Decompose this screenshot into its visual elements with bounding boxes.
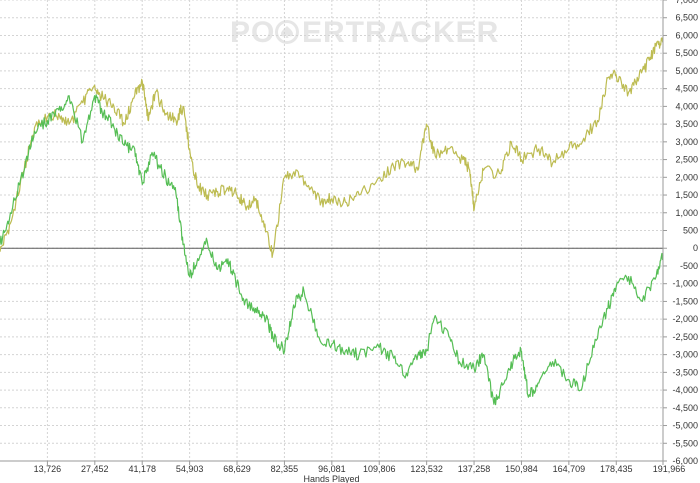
y-tick-label-22: 5,000: [675, 66, 698, 76]
x-tick-label-0: 13,726: [34, 464, 62, 474]
x-tick-label-1: 27,452: [81, 464, 109, 474]
y-tick-label-23: 5,500: [675, 48, 698, 58]
grid: [0, 0, 664, 462]
x-axis-title: Hands Played: [303, 474, 359, 483]
x-tick-label-2: 41,178: [128, 464, 156, 474]
x-tick-label-3: 54,903: [176, 464, 204, 474]
x-tick-label-11: 164,709: [553, 464, 586, 474]
y-tick-label-7: -2,500: [672, 332, 698, 342]
x-tick-label-7: 109,806: [363, 464, 396, 474]
watermark-text-right: ERTRACKER: [302, 16, 499, 49]
y-tick-label-3: -4,500: [672, 403, 698, 413]
x-axis: 13,726 27,452 41,178 54,903 68,629 82,355 96,0…: [34, 461, 686, 474]
series-line-0: [0, 37, 664, 258]
y-tick-label-21: 4,500: [675, 84, 698, 94]
y-tick-label-14: 1,000: [675, 208, 698, 218]
y-tick-label-25: 6,500: [675, 13, 698, 23]
series-line-1: [0, 94, 664, 406]
x-tick-label-13: 191,966: [653, 464, 686, 474]
x-tick-label-9: 137,258: [458, 464, 491, 474]
x-tick-label-12: 178,435: [600, 464, 633, 474]
x-tick-label-6: 96,081: [318, 464, 346, 474]
y-tick-label-16: 2,000: [675, 172, 698, 182]
y-tick-label-8: -2,000: [672, 314, 698, 324]
spade-chip-icon: [275, 20, 299, 44]
y-tick-label-12: 0: [693, 243, 698, 253]
y-tick-label-26: 7,000: [675, 0, 698, 5]
y-tick-label-19: 3,500: [675, 119, 698, 129]
x-tick-label-8: 123,532: [410, 464, 443, 474]
y-tick-label-15: 1,500: [675, 190, 698, 200]
series-group: [0, 37, 664, 406]
x-tick-label-4: 68,629: [223, 464, 251, 474]
y-tick-label-6: -3,000: [672, 350, 698, 360]
y-tick-label-18: 3,000: [675, 137, 698, 147]
y-tick-label-2: -5,000: [672, 421, 698, 431]
y-tick-label-10: -1,000: [672, 279, 698, 289]
y-tick-label-11: -500: [680, 261, 698, 271]
y-axis: -6,000 -5,500 -5,000 -4,500 -4,000 -3,500 -3,0…: [663, 0, 698, 466]
y-tick-label-5: -3,500: [672, 367, 698, 377]
y-tick-label-13: 500: [683, 226, 698, 236]
y-tick-label-0: -6,000: [672, 456, 698, 466]
y-tick-label-24: 6,000: [675, 30, 698, 40]
x-tick-label-10: 150,984: [505, 464, 538, 474]
y-tick-label-20: 4,000: [675, 101, 698, 111]
watermark: PO ERTRACKER: [230, 16, 499, 49]
x-tick-label-5: 82,355: [271, 464, 299, 474]
y-tick-label-4: -4,000: [672, 385, 698, 395]
y-tick-label-9: -1,500: [672, 296, 698, 306]
y-tick-label-17: 2,500: [675, 155, 698, 165]
y-tick-label-1: -5,500: [672, 438, 698, 448]
